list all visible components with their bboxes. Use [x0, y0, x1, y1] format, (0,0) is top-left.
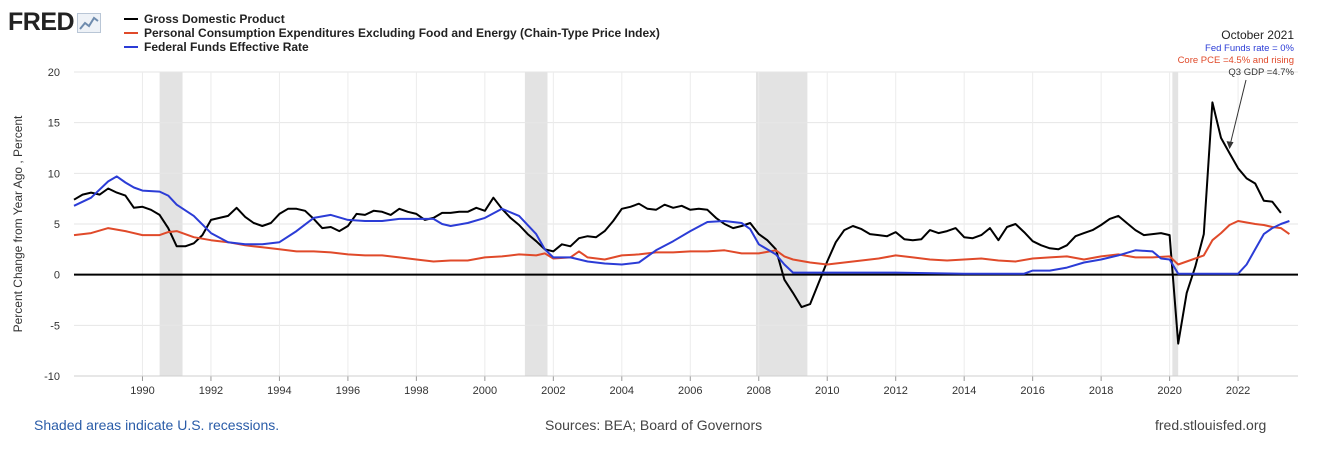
x-tick-label: 2016 [1020, 385, 1044, 397]
fred-wordmark: FRED [8, 8, 75, 36]
annotation-line-0: Fed Funds rate = 0% [1205, 43, 1295, 54]
x-tick-label: 1998 [404, 385, 428, 397]
y-tick-label: 10 [48, 168, 60, 180]
chart-legend: Gross Domestic Product Personal Consumpt… [124, 12, 660, 54]
y-tick-label: -10 [44, 371, 60, 383]
annotation-line-2: Q3 GDP =4.7% [1228, 67, 1294, 78]
legend-swatch-gdp [124, 18, 138, 20]
y-tick-label: 20 [48, 67, 60, 79]
x-tick-label: 1990 [130, 385, 154, 397]
annotation-line-1: Core PCE =4.5% and rising [1178, 55, 1294, 66]
x-tick-label: 2002 [541, 385, 565, 397]
y-tick-label: 0 [54, 270, 60, 282]
x-tick-label: 2012 [883, 385, 907, 397]
series-line-core-pce [73, 220, 1290, 266]
y-tick-label: 5 [54, 219, 60, 231]
line-chart: -10 -5 0 5 10 15 20 1990 1992 1994 1996 1998 2000 200… [11, 28, 1298, 397]
sources-text: Sources: BEA; Board of Governors [545, 417, 763, 433]
annotation-arrow-head [1226, 141, 1234, 150]
legend-label-core-pce: Personal Consumption Expenditures Exclud… [144, 26, 660, 40]
recession-note: Shaded areas indicate U.S. recessions. [34, 417, 280, 433]
x-tick-label: 2020 [1157, 385, 1181, 397]
legend-item-fed-funds[interactable]: Federal Funds Effective Rate [124, 40, 660, 54]
x-tick-label: 1994 [267, 385, 291, 397]
y-tick-label: -5 [50, 320, 60, 332]
series-line-fed-funds [73, 175, 1290, 275]
series-line-gdp [73, 101, 1282, 345]
x-tick-label: 2008 [747, 385, 771, 397]
x-tick-label: 2014 [952, 385, 976, 397]
line-chart-icon [77, 12, 102, 33]
legend-swatch-core-pce [124, 32, 138, 34]
legend-item-core-pce[interactable]: Personal Consumption Expenditures Exclud… [124, 26, 660, 40]
annotation-title: October 2021 [1221, 28, 1294, 42]
legend-label-gdp: Gross Domestic Product [144, 12, 285, 26]
site-link[interactable]: fred.stlouisfed.org [1155, 417, 1267, 433]
fred-logo[interactable]: FRED [8, 8, 102, 37]
annotation-arrow-shaft [1230, 79, 1247, 144]
x-tick-label: 2000 [473, 385, 497, 397]
y-tick-label: 15 [48, 118, 60, 130]
legend-swatch-fed-funds [124, 46, 138, 48]
x-tick-label: 2006 [678, 385, 702, 397]
y-axis-label: Percent Change from Year Ago , Percent [11, 115, 25, 332]
legend-item-gdp[interactable]: Gross Domestic Product [124, 12, 660, 26]
x-tick-label: 2004 [610, 385, 634, 397]
x-tick-label: 2022 [1226, 385, 1250, 397]
x-tick-label: 2010 [815, 385, 839, 397]
x-tick-label: 2018 [1089, 385, 1113, 397]
x-tick-label: 1996 [336, 385, 360, 397]
x-tick-label: 1992 [199, 385, 223, 397]
legend-label-fed-funds: Federal Funds Effective Rate [144, 40, 309, 54]
